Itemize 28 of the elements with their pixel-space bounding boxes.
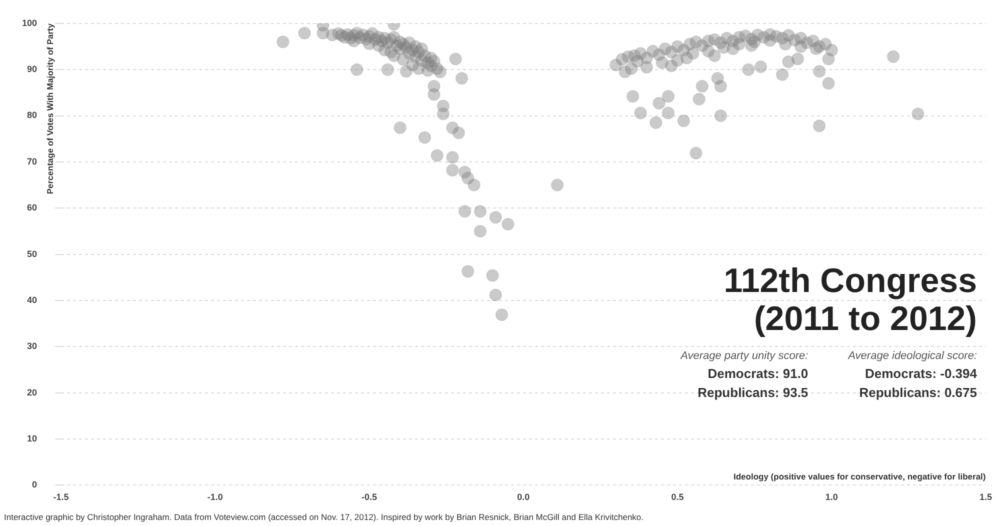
annotation: Democrats: 91.0 bbox=[706, 366, 808, 381]
annotation: Average party unity score: bbox=[680, 350, 808, 362]
x-tick-label: -0.5 bbox=[362, 492, 378, 502]
x-tick-label: -1.0 bbox=[207, 492, 223, 502]
y-tick-label: 40 bbox=[27, 294, 38, 305]
x-axis-title: Ideology (positive values for conservative, negative for liberal) bbox=[733, 471, 986, 482]
x-tick-label: -1.5 bbox=[53, 492, 69, 502]
y-tick-label: 10 bbox=[27, 434, 38, 444]
annotation: Republicans: 93.5 bbox=[696, 385, 808, 400]
y-tick-label: 60 bbox=[27, 202, 38, 213]
text: 112th Congress (2011 to 2012) bbox=[722, 262, 977, 338]
y-tick-label: 70 bbox=[27, 156, 38, 166]
text: Interactive graphic by Christopher Ingraham. Data from Voteview.com (accessed on Nov. 17, 2012). Inspired by work by Brian Resnick, Brian McGill and Ella Krivitchenko. bbox=[4, 512, 644, 522]
y-tick-label: 90 bbox=[27, 64, 38, 74]
annotation: Average ideological score: bbox=[848, 350, 977, 362]
annotation: Republicans: 0.675 bbox=[858, 385, 977, 400]
x-tick-label: 0.0 bbox=[517, 492, 530, 502]
y-tick-label: 30 bbox=[27, 341, 38, 352]
annotation: Democrats: -0.394 bbox=[864, 366, 977, 381]
y-tick-label: 80 bbox=[27, 110, 38, 120]
y-axis-title: Percentage of Votes With Majority of Party bbox=[45, 23, 56, 194]
y-tick-label: 100 bbox=[22, 18, 38, 28]
x-tick-label: 0.5 bbox=[671, 492, 684, 502]
y-tick-label: 50 bbox=[27, 248, 38, 259]
y-tick-label: 20 bbox=[27, 387, 38, 398]
x-tick-label: 1.5 bbox=[979, 492, 992, 502]
x-tick-label: 1.0 bbox=[825, 492, 838, 502]
y-tick-label: 0 bbox=[32, 480, 38, 490]
